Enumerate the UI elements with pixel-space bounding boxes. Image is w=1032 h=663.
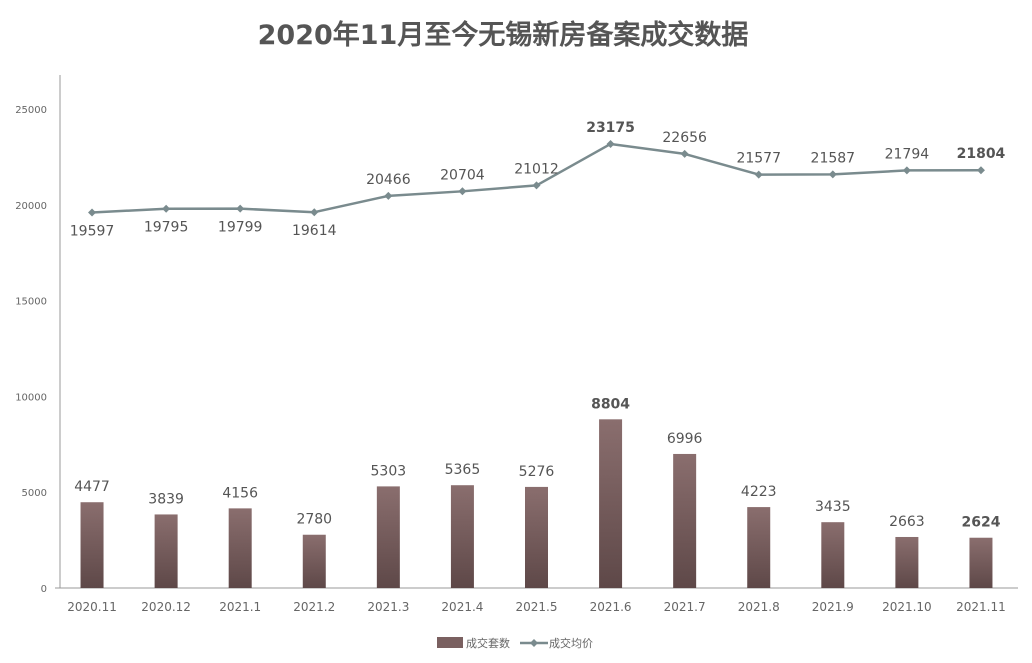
bar <box>525 486 548 588</box>
y-axis-ticks: 0 5000 10000 15000 20000 25000 <box>15 105 47 595</box>
bar <box>154 514 178 588</box>
bar-data-label: 4156 <box>222 485 258 501</box>
y-tick-label: 25000 <box>15 105 47 116</box>
legend-bar-label: 成交套数 <box>466 636 510 650</box>
line-point <box>88 208 97 217</box>
legend-line-label: 成交均价 <box>549 636 593 650</box>
bar-data-label: 5303 <box>371 463 407 479</box>
bar-data-label: 2780 <box>296 512 332 528</box>
line-data-label: 19795 <box>144 220 189 236</box>
bar-data-label: 3435 <box>815 499 851 515</box>
line-data-label: 19799 <box>218 220 263 236</box>
line-data-label: 19614 <box>292 223 337 239</box>
legend: 成交套数 成交均价 <box>437 636 593 650</box>
bar-data-labels: 4477 3839 4156 2780 5303 5365 5276 8804 6996 4223… <box>74 396 1000 530</box>
x-tick-label: 2021.8 <box>738 600 780 614</box>
x-tick-label: 2021.2 <box>293 600 335 614</box>
bar-data-label: 2624 <box>961 515 1000 531</box>
bar-data-label: 5365 <box>445 462 481 478</box>
bar <box>302 534 326 588</box>
chart-title: 2020年11月至今无锡新房备案成交数据 <box>258 19 749 51</box>
y-tick-label: 15000 <box>15 297 47 308</box>
line-data-label: 23175 <box>586 120 635 136</box>
line-point <box>310 208 319 217</box>
line-point <box>532 181 541 190</box>
bar-data-label: 8804 <box>591 396 630 412</box>
y-tick-label: 5000 <box>22 488 47 499</box>
line-data-label: 21587 <box>811 150 856 166</box>
line-data-label: 22656 <box>662 130 707 146</box>
bar <box>376 486 400 588</box>
line-data-label: 19597 <box>70 224 115 240</box>
bar <box>673 453 697 588</box>
x-tick-label: 2021.11 <box>956 600 1006 614</box>
line-data-label: 20466 <box>366 172 411 188</box>
bar <box>969 537 993 588</box>
y-tick-label: 20000 <box>15 201 47 212</box>
bar-data-label: 4477 <box>74 479 110 495</box>
x-tick-label: 2021.6 <box>590 600 632 614</box>
legend-bar-swatch <box>437 637 463 648</box>
bar <box>80 502 104 588</box>
line-data-label: 21804 <box>957 146 1006 162</box>
x-tick-label: 2021.10 <box>882 600 932 614</box>
line-data-label: 21012 <box>514 161 559 177</box>
bar-data-label: 2663 <box>889 514 925 530</box>
line-series <box>88 139 985 217</box>
line-point <box>384 191 393 200</box>
line-point <box>680 149 689 158</box>
bar-data-label: 6996 <box>667 431 703 447</box>
line-point <box>162 204 171 213</box>
bar <box>747 507 771 588</box>
bar-data-label: 5276 <box>519 464 555 480</box>
line-point <box>236 204 245 213</box>
x-tick-label: 2021.3 <box>367 600 409 614</box>
bar <box>450 485 474 588</box>
line-data-label: 21794 <box>885 146 930 162</box>
x-tick-label: 2020.11 <box>67 600 117 614</box>
x-tick-label: 2020.12 <box>141 600 191 614</box>
bar-data-label: 4223 <box>741 484 777 500</box>
line-data-labels: 19597 19795 19799 19614 20466 20704 21012 23175… <box>70 120 1006 240</box>
bar <box>821 522 845 588</box>
bar <box>895 536 919 588</box>
bar <box>228 508 252 588</box>
line-data-label: 21577 <box>736 151 781 167</box>
y-tick-label: 0 <box>41 584 47 595</box>
line-point <box>828 170 837 179</box>
line-point <box>902 166 911 175</box>
line-point <box>754 170 763 179</box>
line-data-label: 20704 <box>440 167 485 183</box>
x-axis-ticks: 2020.11 2020.12 2021.1 2021.2 2021.3 2021.4 20… <box>67 600 1006 614</box>
y-tick-label: 10000 <box>15 392 47 403</box>
line-point <box>976 166 985 175</box>
x-tick-label: 2021.9 <box>812 600 854 614</box>
x-tick-label: 2021.4 <box>441 600 483 614</box>
line-point <box>606 139 615 148</box>
x-tick-label: 2021.1 <box>219 600 261 614</box>
x-tick-label: 2021.7 <box>664 600 706 614</box>
bar <box>599 419 623 588</box>
legend-line-marker <box>530 639 538 647</box>
bar-series <box>80 419 993 588</box>
bar-data-label: 3839 <box>148 491 184 507</box>
line-point <box>458 187 467 196</box>
x-tick-label: 2021.5 <box>516 600 558 614</box>
